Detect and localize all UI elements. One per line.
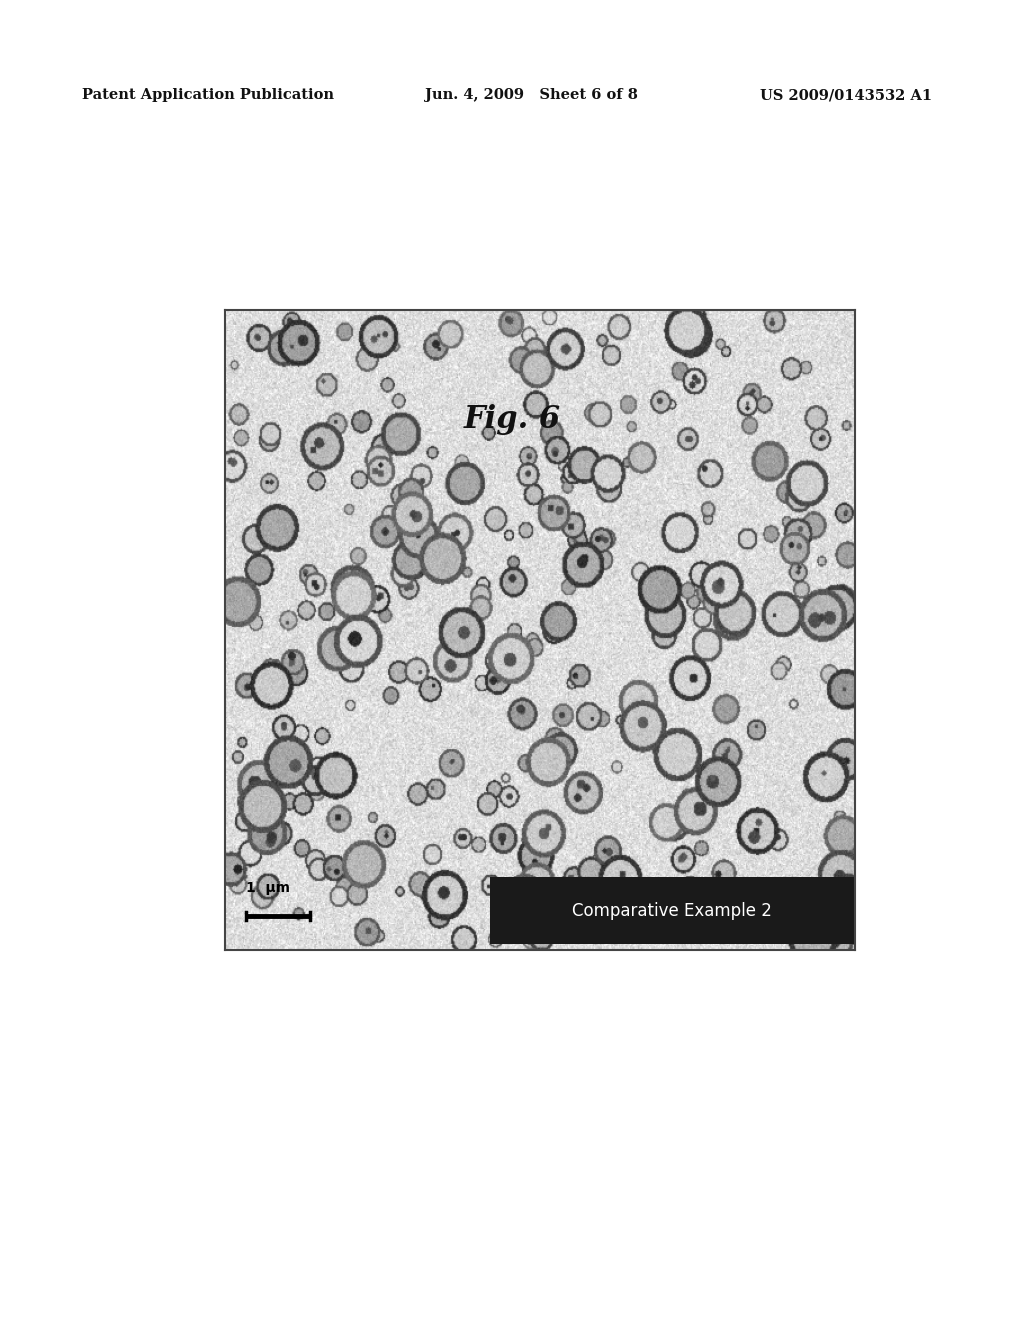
FancyBboxPatch shape [489, 876, 855, 944]
Text: Comparative Example 2: Comparative Example 2 [572, 902, 772, 920]
Text: US 2009/0143532 A1: US 2009/0143532 A1 [760, 88, 932, 102]
Text: Fig. 6: Fig. 6 [464, 404, 560, 436]
Text: Jun. 4, 2009   Sheet 6 of 8: Jun. 4, 2009 Sheet 6 of 8 [425, 88, 638, 102]
Text: Patent Application Publication: Patent Application Publication [82, 88, 334, 102]
Text: 1  μm: 1 μm [246, 880, 290, 895]
